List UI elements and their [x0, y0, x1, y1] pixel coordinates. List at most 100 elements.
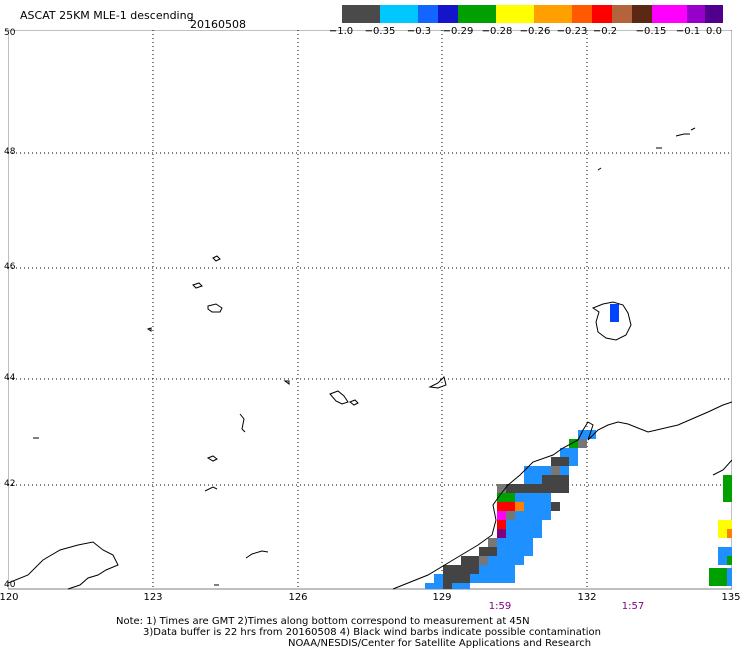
wind-cell: [524, 502, 533, 511]
wind-cell: [533, 493, 542, 502]
map-frame: [8, 30, 732, 590]
scale-swatch: [496, 5, 534, 23]
scale-label: −0.23: [556, 26, 588, 37]
wind-cell: [524, 529, 533, 538]
scale-label: −0.29: [442, 26, 474, 37]
wind-cell: [443, 574, 452, 583]
wind-cell: [452, 574, 461, 583]
wind-cell: [560, 466, 569, 475]
wind-cell: [718, 529, 727, 538]
wind-cell: [551, 466, 560, 475]
wind-cell: [718, 568, 727, 577]
lon-label: 135: [721, 592, 740, 603]
wind-cell: [524, 493, 533, 502]
wind-cell: [506, 538, 515, 547]
wind-cells: [425, 304, 732, 589]
time-label: 1:59: [488, 601, 512, 612]
wind-cell: [479, 565, 488, 574]
lon-label: 129: [432, 592, 452, 603]
wind-cell: [497, 574, 506, 583]
wind-cell: [524, 466, 533, 475]
wind-cell: [524, 538, 533, 547]
wind-cell: [533, 511, 542, 520]
wind-cell: [515, 520, 524, 529]
scale-swatch: [438, 5, 458, 23]
wind-cell: [524, 475, 533, 484]
wind-cell: [560, 484, 569, 493]
lat-label: 40: [4, 580, 16, 590]
wind-cell: [515, 502, 524, 511]
wind-cell: [709, 577, 718, 586]
wind-cell: [610, 313, 619, 322]
wind-cell: [727, 568, 732, 577]
lat-label: 48: [4, 147, 16, 157]
map-title: ASCAT 25KM MLE-1 descending: [20, 9, 194, 22]
wind-cell: [524, 511, 533, 520]
scale-label: −0.15: [635, 26, 667, 37]
wind-cell: [434, 583, 443, 589]
wind-cell: [506, 484, 515, 493]
wind-cell: [542, 493, 551, 502]
wind-cell: [533, 484, 542, 493]
lon-label: 120: [0, 592, 19, 603]
wind-cell: [723, 484, 732, 493]
scale-label: −1.0: [328, 26, 354, 37]
wind-cell: [515, 493, 524, 502]
wind-cell: [551, 502, 560, 511]
wind-cell: [488, 565, 497, 574]
wind-cell: [506, 565, 515, 574]
wind-cell: [727, 529, 732, 538]
note-line-3: NOAA/NESDIS/Center for Satellite Applica…: [288, 638, 592, 649]
lon-label: 123: [143, 592, 163, 603]
wind-cell: [506, 574, 515, 583]
wind-cell: [542, 484, 551, 493]
wind-cell: [569, 448, 578, 457]
wind-cell: [727, 577, 732, 586]
wind-cell: [560, 448, 569, 457]
lat-label: 42: [4, 479, 16, 489]
wind-cell: [551, 484, 560, 493]
wind-cell: [542, 502, 551, 511]
scale-swatch: [458, 5, 496, 23]
scale-label: −0.3: [406, 26, 432, 37]
scale-swatch: [612, 5, 632, 23]
wind-cell: [452, 565, 461, 574]
wind-cell: [497, 538, 506, 547]
wind-cell: [443, 565, 452, 574]
lat-label: 50: [4, 28, 16, 38]
wind-cell: [723, 475, 732, 484]
wind-cell: [497, 493, 506, 502]
wind-cell: [569, 439, 578, 448]
scale-label: −0.2: [592, 26, 618, 37]
wind-cell: [506, 502, 515, 511]
wind-cell: [569, 457, 578, 466]
scale-swatch: [342, 5, 380, 23]
wind-cell: [515, 547, 524, 556]
scale-swatch: [632, 5, 652, 23]
scale-swatch: [687, 5, 705, 23]
scale-swatch: [380, 5, 418, 23]
wind-cell: [542, 511, 551, 520]
wind-cell: [524, 520, 533, 529]
wind-cell: [578, 430, 587, 439]
wind-cell: [560, 457, 569, 466]
map-canvas: [8, 30, 732, 590]
wind-cell: [727, 556, 732, 565]
scale-swatch: [705, 5, 723, 23]
wind-cell: [452, 583, 461, 589]
wind-cell: [533, 529, 542, 538]
note-line-1: Note: 1) Times are GMT 2)Times along bot…: [116, 616, 530, 627]
wind-cell: [560, 475, 569, 484]
wind-cell: [488, 574, 497, 583]
wind-cell: [723, 493, 732, 502]
wind-cell: [470, 574, 479, 583]
wind-cell: [578, 439, 587, 448]
wind-cell: [727, 547, 732, 556]
wind-cell: [533, 502, 542, 511]
wind-cell: [515, 529, 524, 538]
wind-cell: [542, 466, 551, 475]
wind-cell: [718, 520, 727, 529]
lat-label: 44: [4, 373, 16, 383]
lon-label: 126: [288, 592, 308, 603]
graticule: [8, 30, 732, 589]
